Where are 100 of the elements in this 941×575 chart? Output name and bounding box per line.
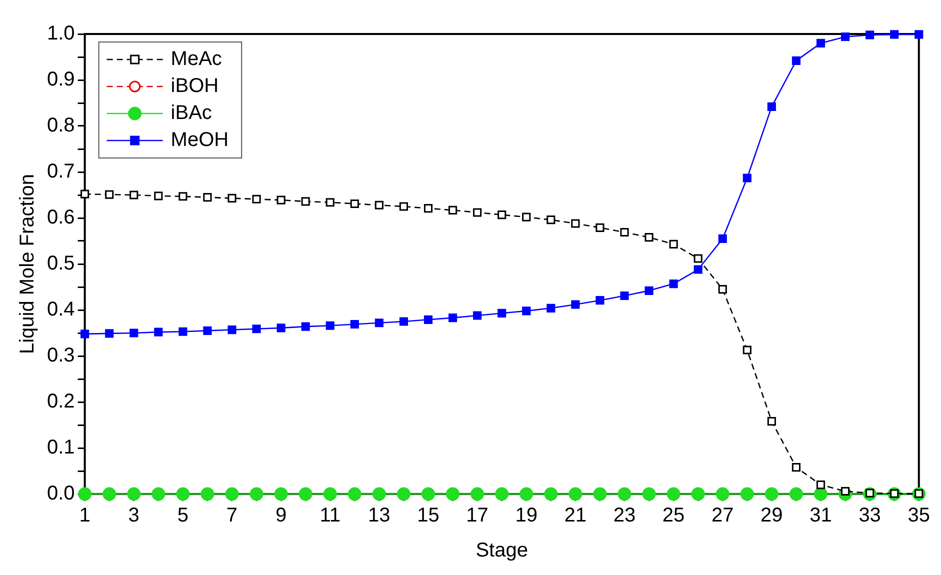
x-tick-label: 11 xyxy=(320,504,340,527)
point xyxy=(470,487,484,501)
point xyxy=(740,487,754,501)
point xyxy=(914,30,924,39)
y-tick-label: 0.0 xyxy=(46,482,75,505)
point xyxy=(176,487,190,501)
point xyxy=(568,487,582,501)
point xyxy=(691,487,705,501)
y-tick-label: 1.0 xyxy=(46,22,75,45)
point xyxy=(178,192,188,201)
point xyxy=(596,296,604,305)
point xyxy=(323,487,337,501)
x-tick-label: 25 xyxy=(662,504,685,527)
point xyxy=(764,487,778,501)
point xyxy=(742,346,752,354)
point xyxy=(816,38,826,48)
point xyxy=(620,228,629,237)
point xyxy=(716,487,730,501)
point xyxy=(152,487,166,501)
point xyxy=(399,202,408,211)
y-tick-label: 0.2 xyxy=(46,390,75,413)
x-tick-label: 9 xyxy=(275,504,287,527)
point xyxy=(522,306,531,316)
legend-label: iBAc xyxy=(170,102,212,124)
x-tick-label: 23 xyxy=(613,504,636,527)
point xyxy=(596,223,604,232)
y-tick-label: 0.6 xyxy=(46,206,75,229)
point xyxy=(546,216,556,224)
point xyxy=(350,199,359,208)
y-axis-title: Liquid Mole Fraction xyxy=(16,174,39,354)
x-tick-label: 15 xyxy=(417,504,440,527)
point xyxy=(102,487,116,501)
point xyxy=(792,463,801,472)
y-tick-label: 0.7 xyxy=(46,160,75,183)
point xyxy=(522,212,531,222)
point xyxy=(301,322,310,331)
point xyxy=(718,285,727,294)
point xyxy=(374,318,384,328)
x-tick-label: 31 xyxy=(810,504,832,527)
point xyxy=(252,324,261,334)
point xyxy=(274,487,288,501)
point xyxy=(669,240,678,249)
point xyxy=(154,192,163,200)
point xyxy=(200,487,214,501)
point xyxy=(326,321,334,330)
legend-label: MeAc xyxy=(170,48,222,70)
point xyxy=(399,317,408,326)
x-tick-label: 33 xyxy=(858,504,881,527)
y-tick-label: 0.8 xyxy=(46,114,75,137)
point xyxy=(498,308,506,318)
point xyxy=(767,417,776,426)
point xyxy=(840,32,850,42)
x-tick-label: 21 xyxy=(564,504,587,527)
point xyxy=(666,487,680,501)
point xyxy=(105,190,114,199)
point xyxy=(130,328,138,338)
point xyxy=(276,324,286,332)
legend-label: iBOH xyxy=(170,75,219,98)
point xyxy=(203,193,212,202)
x-tick-label: 5 xyxy=(177,504,188,527)
point xyxy=(372,487,386,501)
point xyxy=(446,487,460,501)
point xyxy=(890,30,899,39)
x-tick-label: 35 xyxy=(908,504,930,527)
point xyxy=(348,487,362,501)
point xyxy=(396,487,410,501)
point xyxy=(225,487,239,501)
point xyxy=(154,328,163,336)
point xyxy=(620,291,629,300)
point xyxy=(374,200,384,210)
x-tick-label: 3 xyxy=(128,504,140,527)
point xyxy=(498,210,506,220)
point xyxy=(866,30,874,40)
point xyxy=(669,279,678,288)
point xyxy=(694,254,702,263)
point xyxy=(767,102,776,111)
legend-label: MeOH xyxy=(170,129,229,152)
y-tick-label: 0.5 xyxy=(46,252,75,275)
point xyxy=(789,487,803,501)
point xyxy=(80,330,90,338)
point xyxy=(473,311,482,320)
point xyxy=(814,487,828,501)
point xyxy=(78,487,92,501)
point xyxy=(816,480,826,490)
x-axis-title: Stage xyxy=(476,540,528,562)
point xyxy=(546,304,556,312)
y-tick-label: 0.3 xyxy=(46,344,75,367)
point xyxy=(742,174,752,182)
point xyxy=(473,208,482,217)
point xyxy=(495,487,509,501)
point xyxy=(80,190,90,198)
point xyxy=(250,487,264,501)
point xyxy=(644,286,654,295)
point xyxy=(298,487,312,501)
point xyxy=(718,234,727,243)
point xyxy=(448,314,458,322)
point xyxy=(252,194,261,204)
point xyxy=(301,197,310,206)
point xyxy=(644,233,654,242)
point xyxy=(421,487,435,501)
